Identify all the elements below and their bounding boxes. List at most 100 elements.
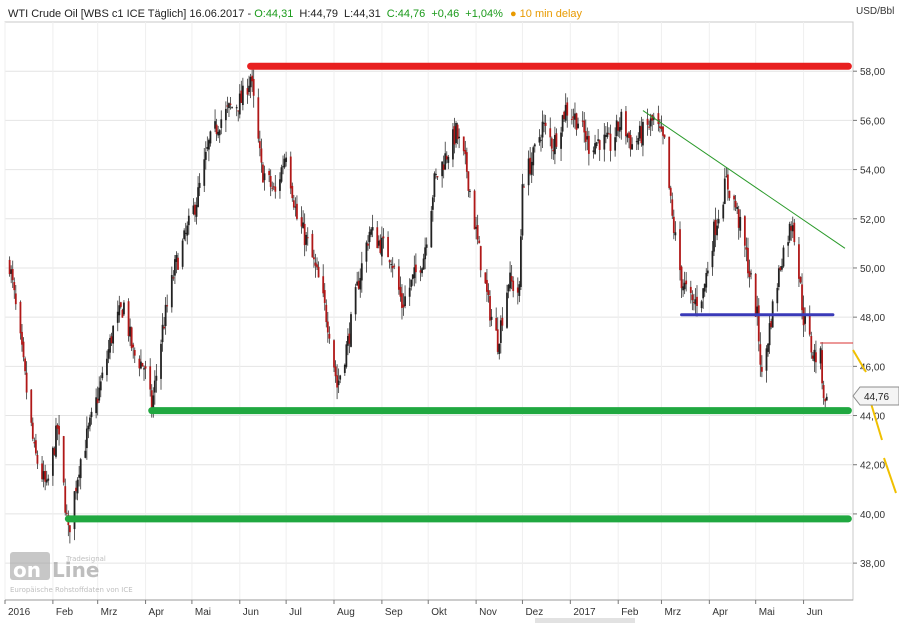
candle-body <box>723 178 726 204</box>
candle-body <box>617 121 620 131</box>
candle-body <box>445 155 448 160</box>
candle-body <box>285 157 288 162</box>
candle-body <box>376 227 379 249</box>
candle-body <box>523 186 525 188</box>
candle-body <box>268 171 271 176</box>
candle-body <box>399 286 402 297</box>
candle-body <box>73 491 76 530</box>
candle-body <box>334 366 337 377</box>
candle-body <box>322 276 325 294</box>
candle-body <box>379 239 382 253</box>
candle-body <box>603 134 606 150</box>
candle-body <box>421 268 423 274</box>
candle-body <box>370 229 372 235</box>
candle-body <box>220 119 223 128</box>
candle-body <box>705 272 708 288</box>
candle-body <box>781 265 783 270</box>
candle-body <box>680 266 683 289</box>
candle-body <box>696 296 698 307</box>
candle-body <box>717 219 720 224</box>
candle-body <box>782 247 785 267</box>
candle-body <box>798 244 800 279</box>
candle-body <box>737 209 740 228</box>
candle-body <box>626 134 629 138</box>
candle-body <box>615 120 618 137</box>
candle-body <box>453 126 456 145</box>
candle-body <box>300 217 303 227</box>
candle-body <box>793 222 796 243</box>
candle-body <box>141 362 144 367</box>
time-scrollbar[interactable] <box>535 618 635 623</box>
y-tick-label: 56,00 <box>860 116 885 127</box>
chart-title: WTI Crude Oil [WBS c1 ICE Täglich] 16.06… <box>8 8 244 20</box>
x-tick-label: Dez <box>525 607 543 618</box>
candle-body <box>404 296 406 307</box>
candle-body <box>414 264 417 273</box>
candle-body <box>194 204 196 215</box>
candle-body <box>350 314 352 347</box>
candle-body <box>501 317 504 326</box>
candle-body <box>469 190 471 192</box>
candle-body <box>64 486 67 513</box>
candle-body <box>572 116 575 119</box>
candle-body <box>577 123 579 129</box>
candle-body <box>462 136 465 152</box>
candle-body <box>333 340 335 368</box>
candle-body <box>419 270 422 273</box>
candle-body <box>34 440 37 454</box>
candle-body <box>685 280 688 285</box>
candle-body <box>625 111 627 137</box>
candle-body <box>609 133 612 151</box>
candle-body <box>455 122 457 144</box>
candle-body <box>649 118 652 127</box>
candle-body <box>637 137 640 145</box>
x-tick-label: Apr <box>149 607 165 618</box>
candle-body <box>489 296 491 321</box>
candle-body <box>289 156 292 189</box>
x-tick-label: Okt <box>431 607 447 618</box>
candle-body <box>207 140 210 150</box>
candle-body <box>272 186 275 188</box>
delay-label: ● 10 min delay <box>510 8 583 20</box>
candle-body <box>260 148 263 163</box>
candle-body <box>387 236 389 258</box>
candle-body <box>174 259 176 276</box>
candle-body <box>574 113 576 120</box>
candle-body <box>734 200 737 208</box>
candle-body <box>441 161 444 177</box>
candle-body <box>149 366 152 390</box>
overlays <box>64 62 852 523</box>
candle-body <box>512 280 515 291</box>
candle-body <box>197 187 199 207</box>
x-tick-label: Mrz <box>664 607 681 618</box>
candle-body <box>586 136 589 140</box>
candle-body <box>509 272 511 289</box>
svg-text:Tradesignal: Tradesignal <box>65 555 106 563</box>
candle-body <box>506 292 508 328</box>
candle-body <box>343 364 346 373</box>
candle-body <box>550 138 553 149</box>
candle-body <box>371 227 374 231</box>
candle-body <box>107 349 110 359</box>
candle-body <box>657 113 660 125</box>
candle-body <box>235 107 238 109</box>
candle-body <box>110 336 113 344</box>
candle-body <box>132 344 135 348</box>
candle-body <box>98 387 101 401</box>
candle-body <box>317 266 320 278</box>
candle-body <box>581 120 584 122</box>
candle-body <box>296 203 298 219</box>
candle-body <box>24 358 26 372</box>
candle-body <box>354 287 357 315</box>
y-tick-label: 54,00 <box>860 166 885 177</box>
candle-body <box>819 348 822 364</box>
candle-body <box>316 264 318 268</box>
candle-body <box>226 105 229 107</box>
candle-body <box>714 219 717 235</box>
candle-body <box>119 302 122 307</box>
candle-body <box>672 216 675 233</box>
candle-body <box>518 284 521 296</box>
x-tick-label: Jun <box>243 607 259 618</box>
candle-body <box>598 140 601 150</box>
candle-body <box>36 454 39 464</box>
